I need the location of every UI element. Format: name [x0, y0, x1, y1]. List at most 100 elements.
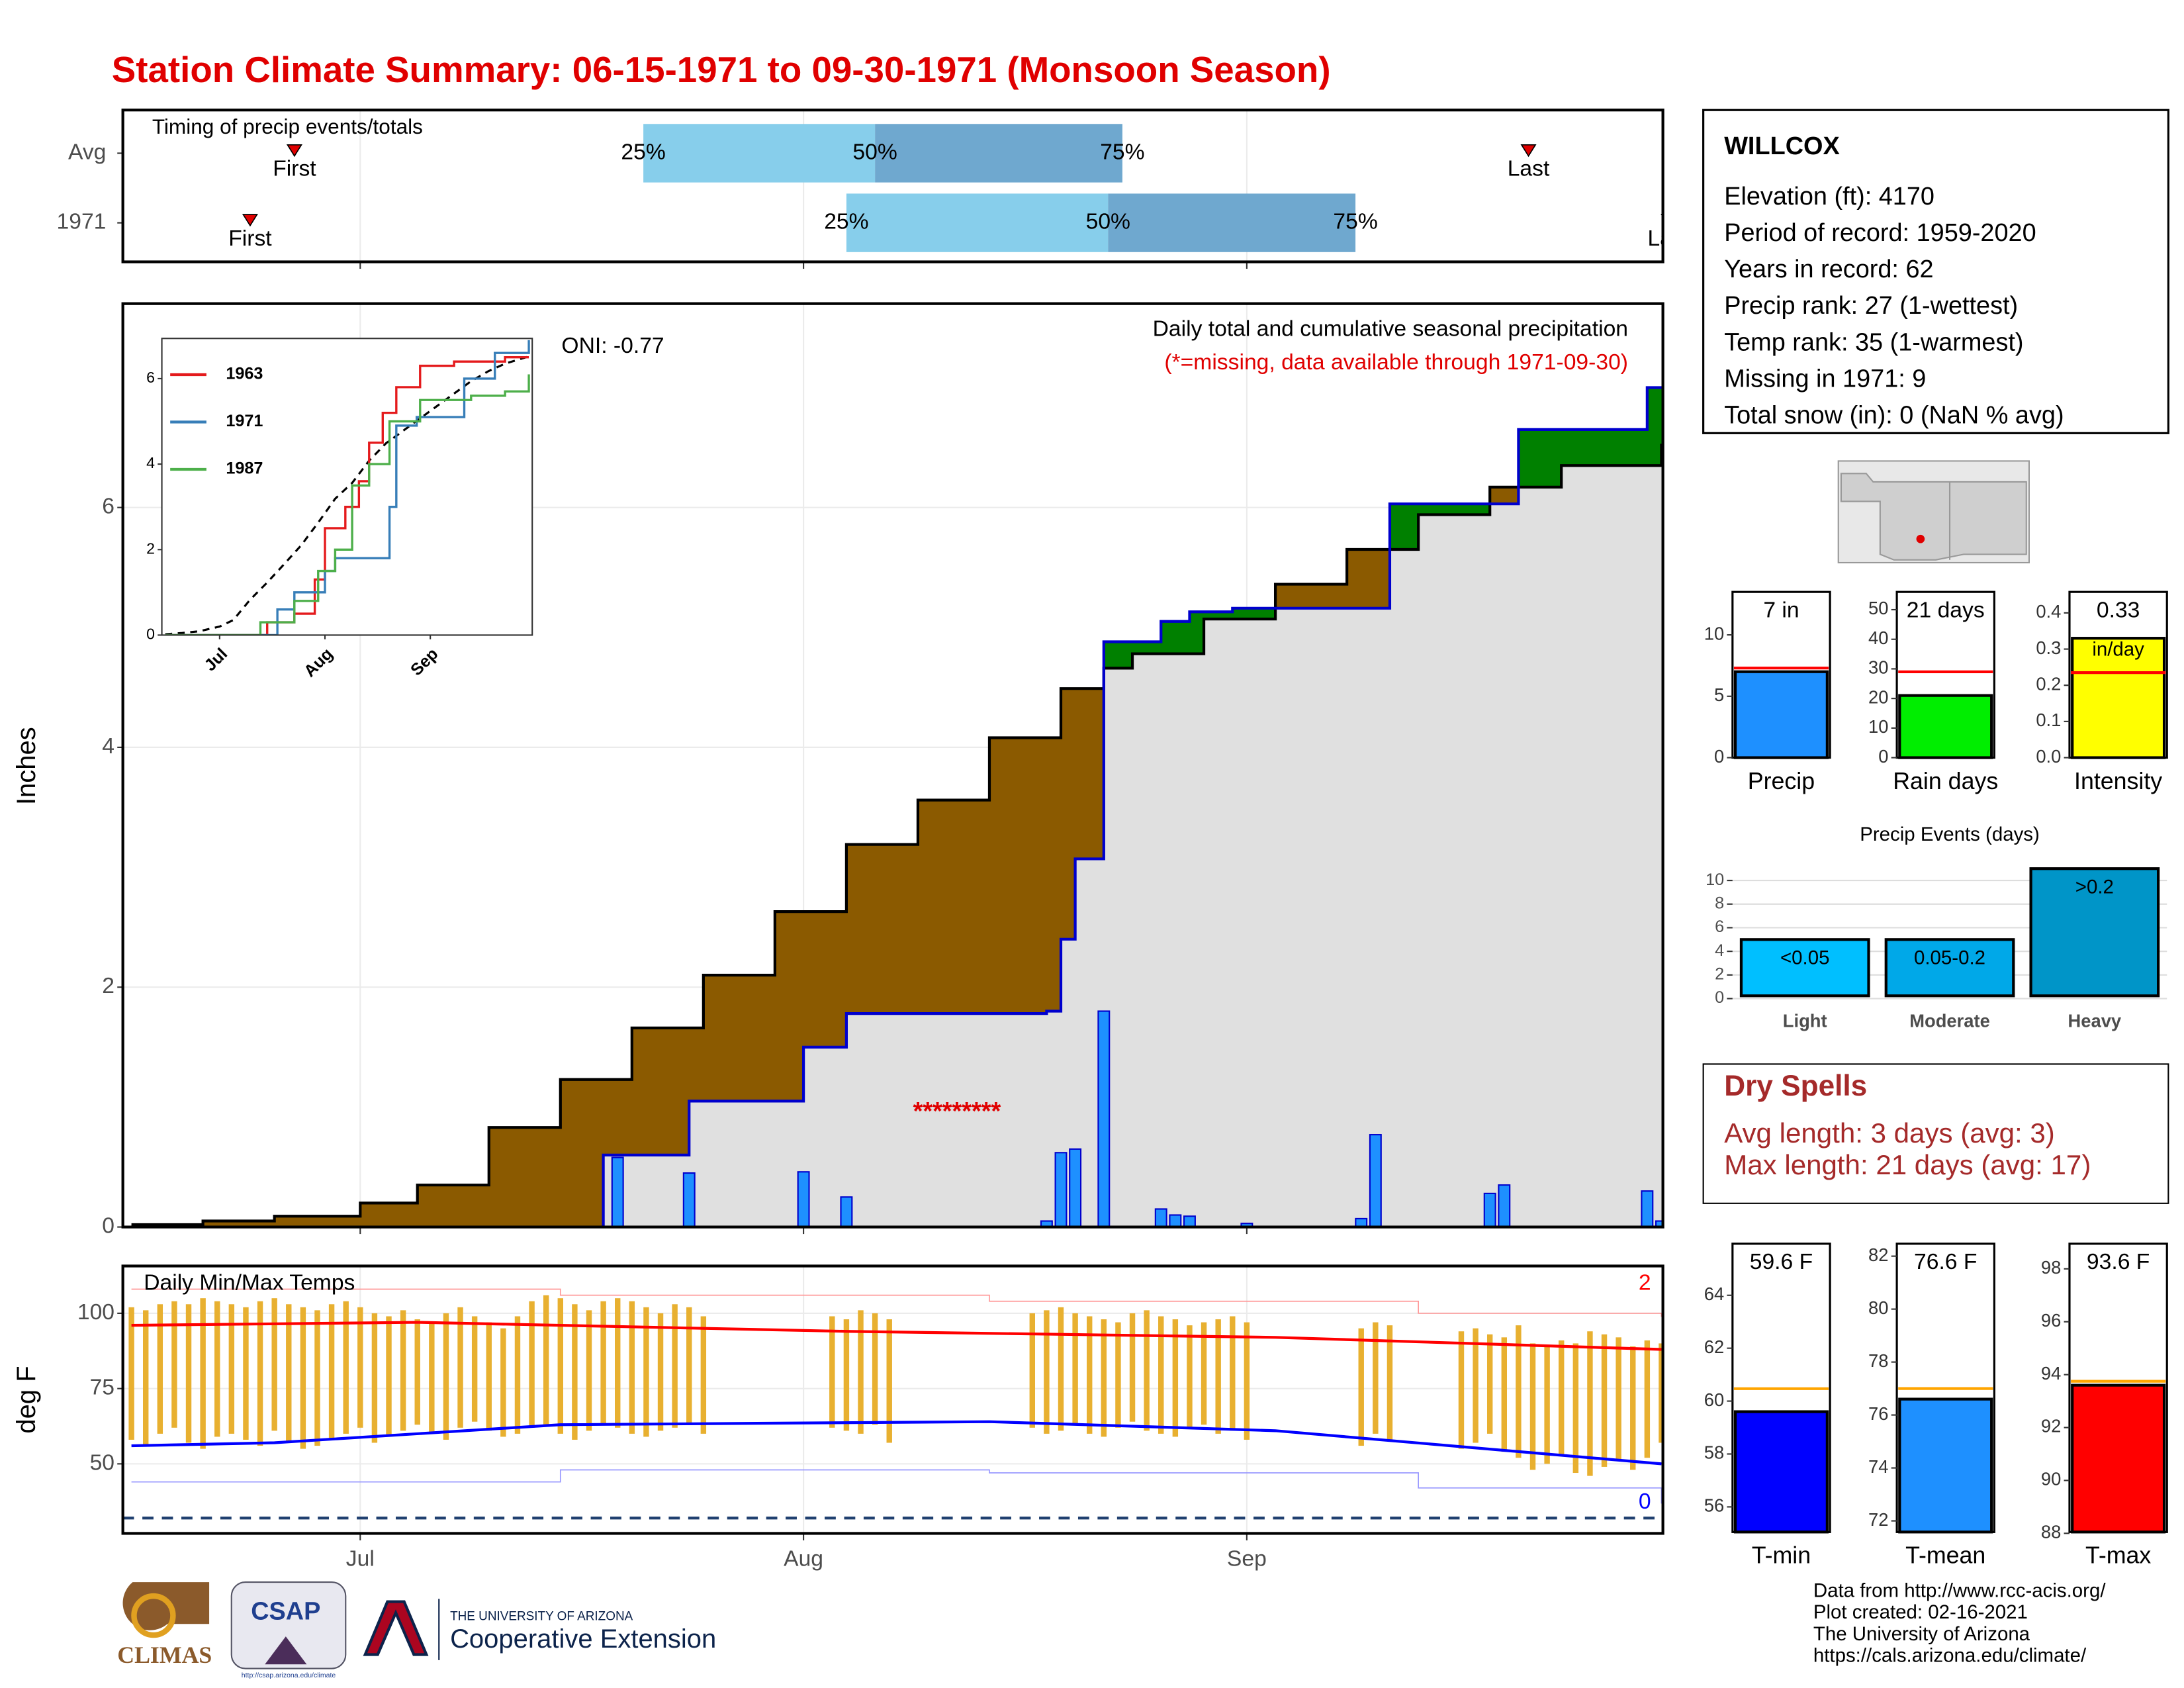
y-tick-label: 100 — [77, 1300, 114, 1325]
temp-bar — [557, 1298, 563, 1434]
event-marker — [1520, 144, 1537, 158]
y-tick-label: 2 — [102, 974, 114, 998]
daily-bar — [1498, 1184, 1511, 1227]
temp-bar — [514, 1316, 521, 1434]
temp-bar — [486, 1322, 492, 1431]
quartile-bar — [875, 124, 1122, 183]
credit-line: The University of Arizona — [1813, 1623, 2030, 1645]
gauge-bar — [1898, 694, 1993, 759]
series-line — [165, 374, 530, 635]
temp-bar — [858, 1310, 864, 1434]
temp-bar — [128, 1307, 134, 1440]
average-line — [131, 444, 1663, 1227]
y-tick-label: 90 — [2041, 1469, 2061, 1489]
x-tick-label: Light — [1783, 1011, 1827, 1031]
bar-label: >0.2 — [2075, 876, 2114, 898]
avg-min-line — [131, 1420, 1662, 1466]
temp-bar — [314, 1310, 320, 1446]
climas-logo — [131, 1593, 176, 1638]
y-tick-label: 5 — [1714, 684, 1724, 705]
y-tick-label: 92 — [2041, 1416, 2061, 1436]
temp-bar — [300, 1307, 306, 1449]
temp-bar — [171, 1301, 177, 1428]
climas-logo — [122, 1582, 210, 1630]
temp-bar — [543, 1295, 549, 1425]
y-tick-label: 0.2 — [2036, 673, 2061, 694]
temp-bar — [343, 1301, 349, 1434]
temp-bar — [257, 1301, 263, 1446]
plot-frame — [121, 109, 1664, 263]
inset-lines — [165, 340, 530, 635]
temp-bar — [600, 1301, 606, 1425]
daily-bar — [1097, 1010, 1111, 1227]
temp-bar — [1601, 1334, 1608, 1467]
bar — [1739, 938, 1870, 998]
gauge-title: Rain days — [1893, 768, 1998, 794]
credit-line: Plot created: 02-16-2021 — [1813, 1601, 2028, 1623]
logo-text: CLIMAS — [117, 1642, 212, 1668]
bar — [2029, 867, 2160, 998]
x-tick-label: Jul — [346, 1546, 375, 1571]
event-label: Last — [1647, 226, 1690, 251]
event-marker — [286, 144, 302, 158]
y-tick-label: 78 — [1868, 1350, 1888, 1371]
temp-bar — [872, 1313, 878, 1425]
temp-bar — [1215, 1319, 1221, 1434]
gauge-value: 21 days — [1907, 598, 1985, 623]
gauge-title: T-mean — [1905, 1542, 1985, 1569]
gauge-title: Precip — [1748, 768, 1815, 794]
plot-frame — [121, 1264, 1664, 1535]
temp-bar — [471, 1316, 478, 1422]
daily-bar — [1641, 1190, 1654, 1227]
temp-bar — [1029, 1313, 1036, 1428]
rec-max-line — [131, 1288, 1663, 1317]
y-tick-label: 80 — [1868, 1297, 1888, 1318]
daily-bar — [1483, 1192, 1496, 1227]
credit-line: Data from http://www.rcc-acis.org/ — [1813, 1580, 2106, 1602]
temp-bar — [643, 1307, 649, 1437]
temp-bar — [328, 1304, 335, 1440]
csap-logo — [230, 1581, 347, 1669]
x-tick-label: Aug — [784, 1546, 823, 1571]
info-line: Total snow (in): 0 (NaN % avg) — [1724, 402, 2064, 430]
y-tick-label: 96 — [2041, 1310, 2061, 1331]
temp-bar — [371, 1313, 378, 1443]
quartile-bar — [1108, 193, 1356, 252]
temp-bar — [1158, 1316, 1164, 1434]
y-tick-label: 0 — [146, 626, 155, 643]
y-tick-label: 10 — [1704, 623, 1724, 643]
temp-bar — [286, 1304, 292, 1443]
y-tick-label: 94 — [2041, 1363, 2061, 1383]
y-tick-label: 50 — [90, 1450, 114, 1475]
y-tick-label: 74 — [1868, 1456, 1888, 1477]
daily-bar — [1655, 1220, 1663, 1227]
temp-bar — [1230, 1316, 1236, 1431]
y-tick-label: 0.0 — [2036, 746, 2061, 767]
y-tick-label: 2 — [1715, 965, 1724, 984]
daily-bar — [1169, 1214, 1182, 1227]
annotation: (*=missing, data available through 1971-… — [1164, 350, 1628, 375]
y-tick-label: 0.1 — [2036, 710, 2061, 730]
event-label: First — [273, 157, 316, 181]
y-tick-label: 0 — [1714, 746, 1724, 767]
temp-bar — [143, 1310, 149, 1446]
gauge-value: 59.6 F — [1750, 1250, 1813, 1274]
annotation: Daily total and cumulative seasonal prec… — [1153, 317, 1628, 342]
temp-bar — [1659, 1343, 1663, 1443]
dry-spells-box — [1702, 1063, 2169, 1204]
areas — [131, 386, 1663, 1227]
x-tick-label: Moderate — [1909, 1011, 1990, 1031]
temp-bar — [1144, 1310, 1150, 1431]
info-line: Elevation (ft): 4170 — [1724, 183, 1934, 211]
y-axis-label: deg F — [12, 1366, 41, 1433]
y-axis-label: Inches — [12, 727, 41, 805]
y-tick-label: 4 — [146, 454, 155, 471]
temp-bar — [157, 1304, 163, 1434]
average-line — [165, 355, 529, 635]
record-count: 0 — [1639, 1489, 1651, 1514]
event-marker — [242, 214, 258, 227]
y-tick-label: 10 — [1706, 870, 1724, 889]
csap-logo — [265, 1636, 307, 1665]
